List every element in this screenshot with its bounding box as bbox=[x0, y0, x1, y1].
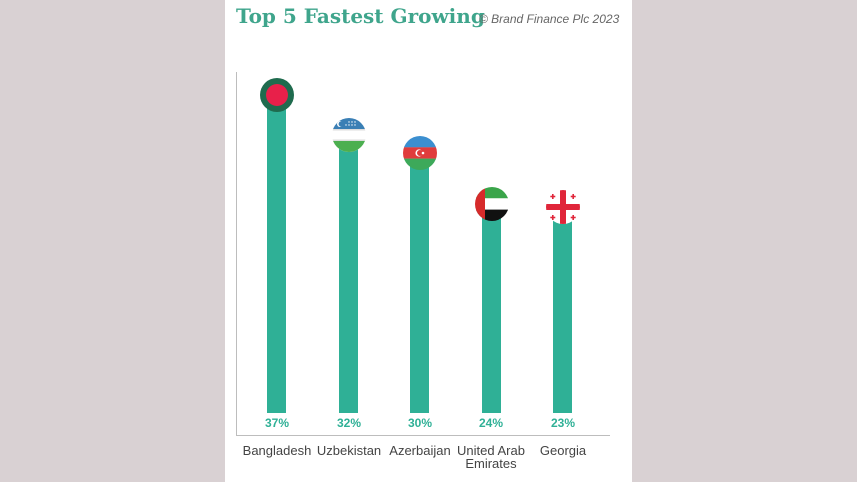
value-label-georgia: 23% bbox=[550, 416, 576, 430]
bar-uzbekistan bbox=[339, 148, 358, 413]
category-label-uzbekistan: Uzbekistan bbox=[316, 443, 382, 458]
uzbekistan-flag-icon bbox=[332, 118, 366, 152]
uae-flag-icon bbox=[475, 187, 509, 221]
bar-azerbaijan bbox=[410, 165, 429, 413]
category-label-uae-line1: United Arab bbox=[457, 443, 525, 458]
bar-united-arab-emirates bbox=[482, 215, 501, 413]
bar-bangladesh bbox=[267, 95, 286, 413]
value-label-azerbaijan: 30% bbox=[407, 416, 433, 430]
category-label-bangladesh: Bangladesh bbox=[242, 443, 312, 458]
value-label-uae: 24% bbox=[478, 416, 504, 430]
georgia-flag-icon bbox=[546, 190, 580, 224]
y-axis-line bbox=[236, 72, 237, 436]
bangladesh-flag-icon bbox=[260, 78, 294, 112]
x-axis-line bbox=[236, 435, 610, 436]
category-label-georgia: Georgia bbox=[539, 443, 587, 458]
azerbaijan-flag-icon bbox=[403, 136, 437, 170]
value-label-bangladesh: 37% bbox=[264, 416, 290, 430]
category-label-uae: United Arab Emirates bbox=[451, 444, 531, 470]
copyright-credit: © Brand Finance Plc 2023 bbox=[479, 12, 620, 26]
chart-card: Top 5 Fastest Growing © Brand Finance Pl… bbox=[225, 0, 632, 482]
value-label-uzbekistan: 32% bbox=[336, 416, 362, 430]
bar-georgia bbox=[553, 220, 572, 413]
category-label-azerbaijan: Azerbaijan bbox=[389, 443, 451, 458]
chart-title: Top 5 Fastest Growing bbox=[236, 4, 485, 28]
category-label-uae-line2: Emirates bbox=[465, 456, 517, 471]
